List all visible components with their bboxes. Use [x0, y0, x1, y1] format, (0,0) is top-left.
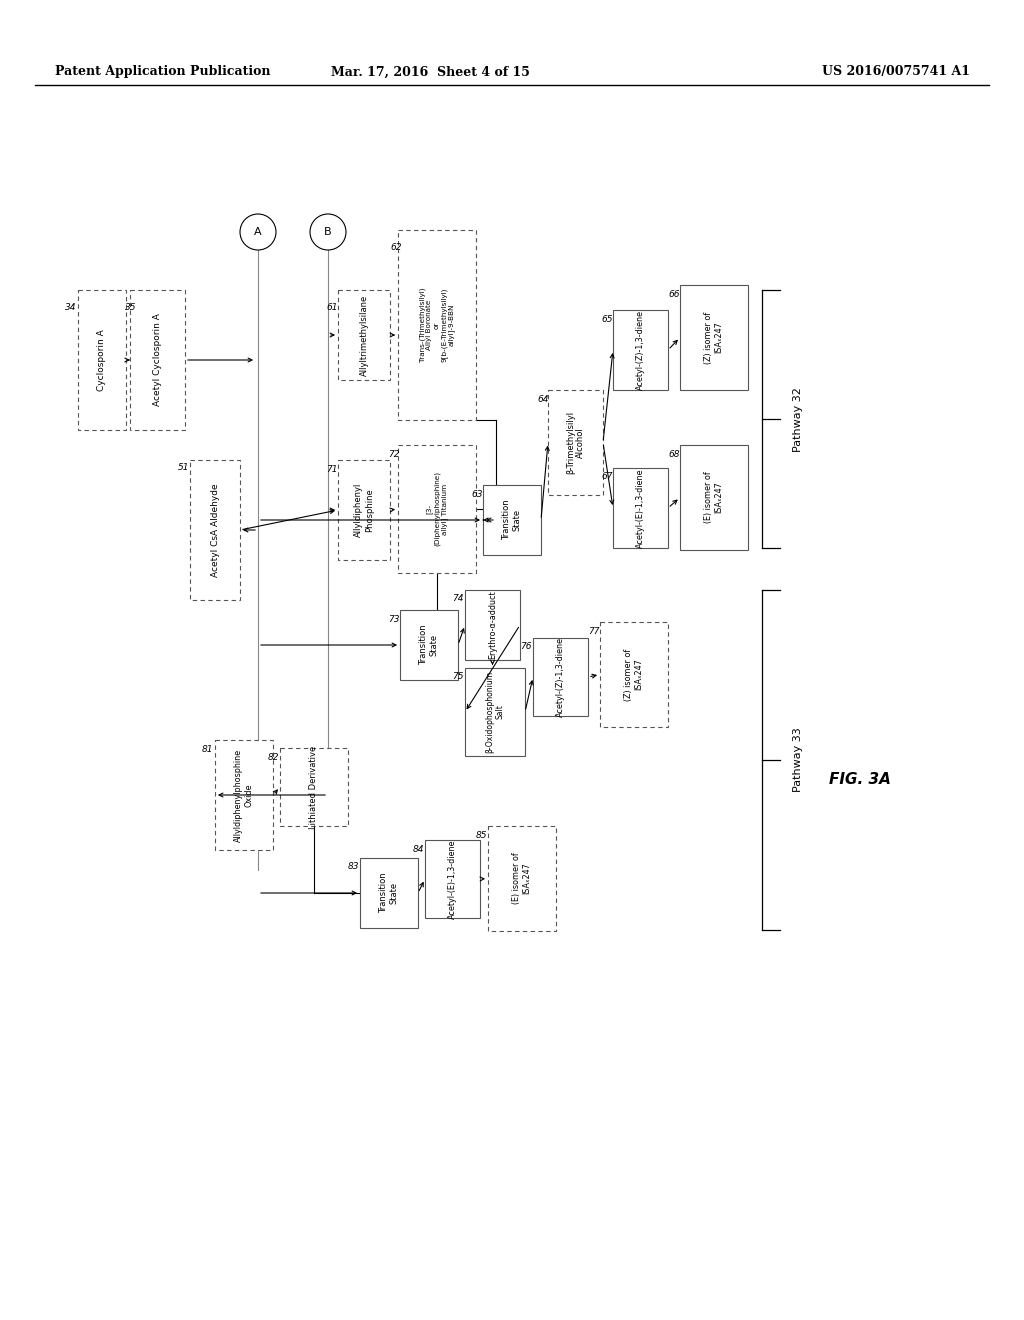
Text: (Z) isomer of
ISAₓ247: (Z) isomer of ISAₓ247: [625, 648, 644, 701]
Text: Patent Application Publication: Patent Application Publication: [55, 66, 270, 78]
Text: Transition
State: Transition State: [419, 624, 438, 665]
Text: Pathway 33: Pathway 33: [793, 727, 803, 792]
Text: Acetyl-(E)-1,3-diene: Acetyl-(E)-1,3-diene: [636, 469, 645, 548]
Text: 66: 66: [668, 290, 680, 300]
Text: Acetyl-(E)-1,3-diene: Acetyl-(E)-1,3-diene: [449, 840, 457, 919]
Bar: [425, 840, 480, 917]
Text: 82: 82: [268, 752, 280, 762]
Text: β-Oxidophosphonium
Salt: β-Oxidophosphonium Salt: [485, 671, 505, 754]
Text: 67: 67: [601, 473, 612, 480]
Text: 74: 74: [452, 594, 464, 603]
Text: Acetyl-(Z)-1,3-diene: Acetyl-(Z)-1,3-diene: [556, 638, 565, 717]
Bar: [548, 389, 603, 495]
Text: 73: 73: [388, 615, 399, 624]
Bar: [600, 622, 668, 727]
Text: Acetyl Cyclosporin A: Acetyl Cyclosporin A: [153, 314, 162, 407]
Text: US 2016/0075741 A1: US 2016/0075741 A1: [822, 66, 970, 78]
Text: Allyldiphenylphosphine
Oxide: Allyldiphenylphosphine Oxide: [234, 748, 254, 842]
Bar: [613, 469, 668, 548]
Text: 65: 65: [601, 315, 612, 323]
Bar: [465, 668, 525, 756]
Text: 84: 84: [413, 845, 425, 854]
Text: 34: 34: [65, 304, 77, 312]
Text: [3-
(Diphenylphosphine)
allyl] Titanium: [3- (Diphenylphosphine) allyl] Titanium: [426, 471, 449, 546]
Text: FIG. 3A: FIG. 3A: [829, 772, 891, 788]
Bar: [534, 638, 588, 715]
Bar: [465, 590, 520, 660]
Text: (Z) isomer of
ISAₓ247: (Z) isomer of ISAₓ247: [705, 312, 724, 363]
Bar: [483, 484, 541, 554]
Text: 72: 72: [388, 450, 399, 459]
Text: Lithiated Derivative: Lithiated Derivative: [309, 746, 318, 829]
Text: (E) isomer of
ISAₓ247: (E) isomer of ISAₓ247: [705, 471, 724, 523]
Bar: [613, 310, 668, 389]
Text: Allyldiphenyl
Phosphine: Allyldiphenyl Phosphine: [354, 483, 374, 537]
Text: 83: 83: [348, 862, 359, 871]
Text: 62: 62: [390, 243, 401, 252]
Text: 35: 35: [125, 304, 136, 312]
Text: 64: 64: [537, 395, 549, 404]
Text: 75: 75: [452, 672, 464, 681]
Text: 68: 68: [668, 450, 680, 459]
Text: 85: 85: [476, 832, 487, 840]
Bar: [398, 230, 476, 420]
Bar: [280, 748, 348, 826]
Text: Acetyl CsA Aldehyde: Acetyl CsA Aldehyde: [211, 483, 219, 577]
Bar: [190, 459, 240, 601]
Text: Trans-(Trimethylsilyl)
Allyl Boronate
or
9[b-(E-Trimethylsilyl)
allyl]-9-BBN: Trans-(Trimethylsilyl) Allyl Boronate or…: [419, 288, 455, 362]
Bar: [360, 858, 418, 928]
Bar: [400, 610, 458, 680]
Text: Transition
State: Transition State: [503, 500, 521, 540]
Text: 71: 71: [326, 465, 338, 474]
Text: 81: 81: [202, 744, 213, 754]
Bar: [215, 741, 273, 850]
Text: Erythro-α-adduct: Erythro-α-adduct: [488, 590, 497, 659]
Text: 61: 61: [326, 304, 338, 312]
Text: Acetyl-(Z)-1,3-diene: Acetyl-(Z)-1,3-diene: [636, 310, 645, 389]
Bar: [78, 290, 126, 430]
Bar: [488, 826, 556, 931]
Text: β-Trimethylsilyl
Alcohol: β-Trimethylsilyl Alcohol: [566, 411, 585, 474]
Bar: [130, 290, 185, 430]
Text: B: B: [325, 227, 332, 238]
Text: Transition
State: Transition State: [379, 873, 398, 913]
Bar: [680, 445, 748, 550]
Text: Cyclosporin A: Cyclosporin A: [97, 329, 106, 391]
Text: 77: 77: [588, 627, 599, 636]
Text: Pathway 32: Pathway 32: [793, 388, 803, 453]
Bar: [398, 445, 476, 573]
Text: 51: 51: [178, 463, 189, 473]
Text: 76: 76: [520, 642, 531, 651]
Bar: [338, 459, 390, 560]
Text: (E) isomer of
ISAₓ247: (E) isomer of ISAₓ247: [512, 853, 531, 904]
Text: Mar. 17, 2016  Sheet 4 of 15: Mar. 17, 2016 Sheet 4 of 15: [331, 66, 529, 78]
Text: Allyltrimethylsilane: Allyltrimethylsilane: [359, 294, 369, 376]
Text: 63: 63: [471, 490, 482, 499]
Bar: [680, 285, 748, 389]
Bar: [338, 290, 390, 380]
Text: A: A: [254, 227, 262, 238]
